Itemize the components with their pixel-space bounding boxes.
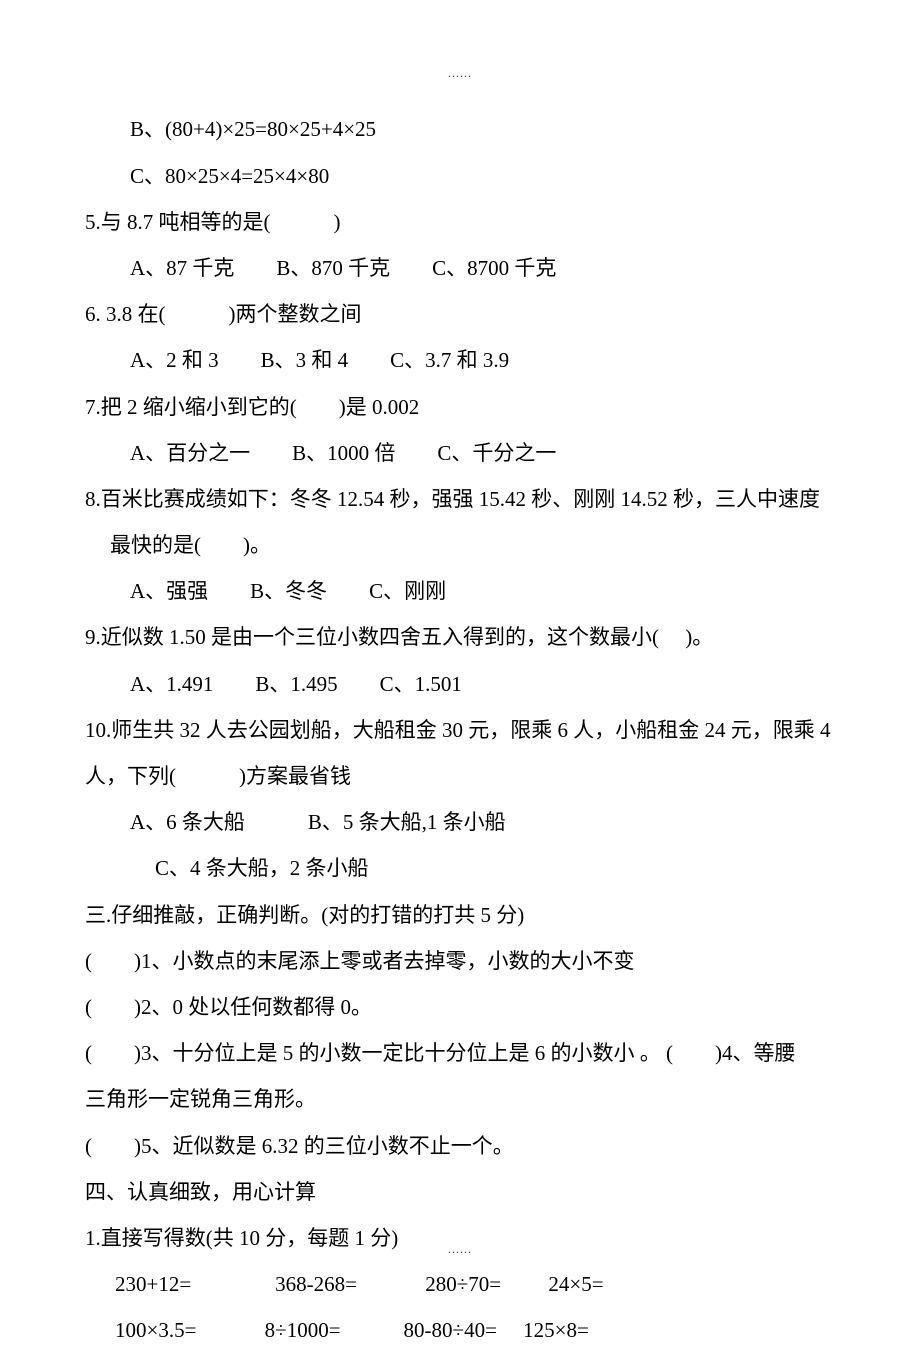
q6-options: A、2 和 3 B、3 和 4 C、3.7 和 3.9 — [85, 337, 835, 383]
judge1: ( )1、小数点的末尾添上零或者去掉零，小数的大小不变 — [85, 938, 835, 984]
header-dots: ...... — [85, 60, 835, 86]
q6-text: 6. 3.8 在( )两个整数之间 — [85, 291, 835, 337]
q4-option-c: C、80×25×4=25×4×80 — [85, 153, 835, 199]
q4-option-b: B、(80+4)×25=80×25+4×25 — [85, 106, 835, 152]
judge3b: 三角形一定锐角三角形。 — [85, 1076, 835, 1122]
q10-text1: 10.师生共 32 人去公园划船，大船租金 30 元，限乘 6 人，小船租金 2… — [85, 707, 835, 753]
q10-options1: A、6 条大船 B、5 条大船,1 条小船 — [85, 799, 835, 845]
q8-text1: 8.百米比赛成绩如下：冬冬 12.54 秒，强强 15.42 秒、刚刚 14.5… — [85, 476, 835, 522]
calc-row2: 100×3.5= 8÷1000= 80-80÷40= 125×8= — [85, 1307, 835, 1353]
q10-text2: 人，下列( )方案最省钱 — [85, 753, 835, 799]
judge5: ( )5、近似数是 6.32 的三位小数不止一个。 — [85, 1123, 835, 1169]
judge2: ( )2、0 处以任何数都得 0。 — [85, 984, 835, 1030]
q7-options: A、百分之一 B、1000 倍 C、千分之一 — [85, 430, 835, 476]
calc-row1: 230+12= 368-268= 280÷70= 24×5= — [85, 1261, 835, 1307]
q5-text: 5.与 8.7 吨相等的是( ) — [85, 199, 835, 245]
q5-options: A、87 千克 B、870 千克 C、8700 千克 — [85, 245, 835, 291]
q7-text: 7.把 2 缩小缩小到它的( )是 0.002 — [85, 384, 835, 430]
q9-options: A、1.491 B、1.495 C、1.501 — [85, 661, 835, 707]
q10-options2: C、4 条大船，2 条小船 — [85, 845, 835, 891]
section3-title: 三.仔细推敲，正确判断。(对的打错的打共 5 分) — [85, 892, 835, 938]
footer-dots: ...... — [0, 1236, 920, 1262]
q8-options: A、强强 B、冬冬 C、刚刚 — [85, 568, 835, 614]
judge3: ( )3、十分位上是 5 的小数一定比十分位上是 6 的小数小 。 ( )4、等… — [85, 1030, 835, 1076]
q8-text2: 最快的是( )。 — [85, 522, 835, 568]
q9-text: 9.近似数 1.50 是由一个三位小数四舍五入得到的，这个数最小( )。 — [85, 614, 835, 660]
section4-title: 四、认真细致，用心计算 — [85, 1169, 835, 1215]
